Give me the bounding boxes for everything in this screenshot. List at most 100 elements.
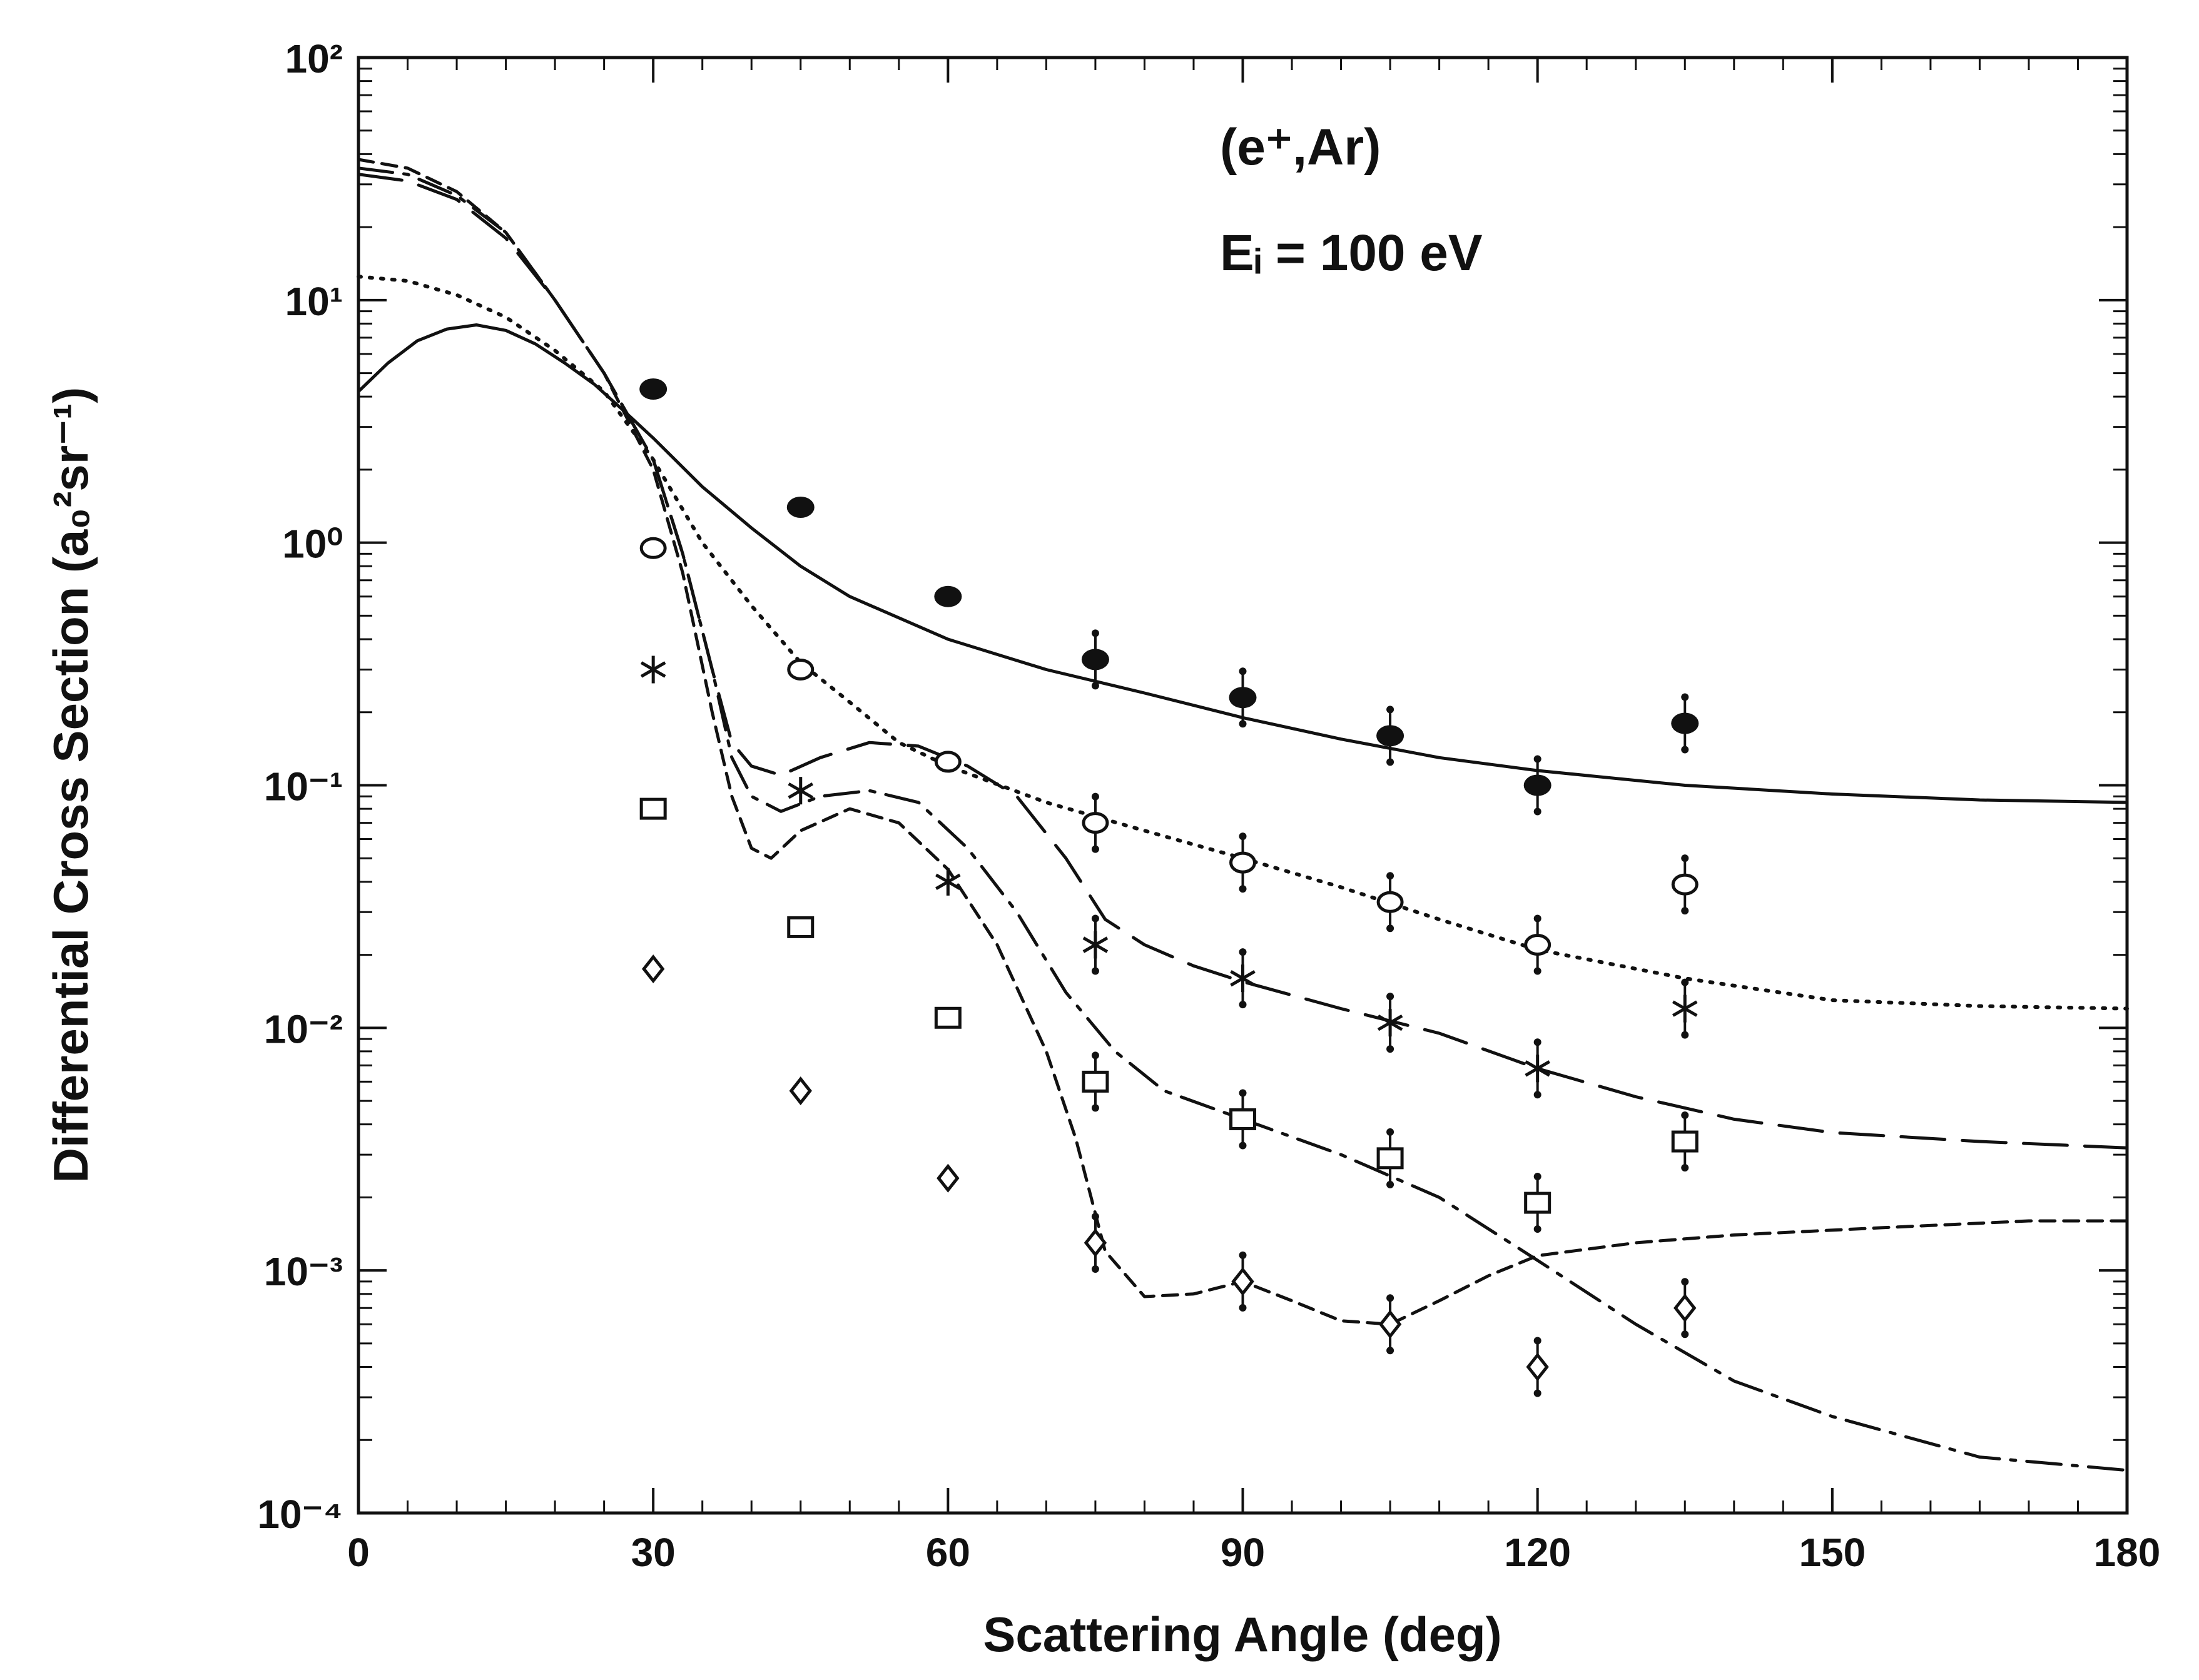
open-diamond-symbol <box>1378 1310 1402 1339</box>
annotation-target: (e⁺,Ar) <box>1220 119 1381 176</box>
asterisk-stroke <box>788 782 814 799</box>
marker-filled-circle <box>934 585 962 607</box>
filled-circle-symbol <box>1229 687 1257 709</box>
x-tick-label: 60 <box>926 1530 970 1575</box>
asterisk-stroke <box>1082 936 1109 953</box>
error-bar-cap <box>1091 845 1099 853</box>
markers-layer <box>639 378 1699 1397</box>
curve-dotted <box>357 275 2129 1011</box>
error-bar-cap <box>1239 1089 1247 1097</box>
error-bar-cap <box>1681 1278 1689 1286</box>
error-bar-cap <box>1091 792 1099 801</box>
y-tick-label: 10¹ <box>285 279 343 324</box>
marker-open-diamond <box>937 1163 960 1193</box>
error-bar-cap <box>1533 1091 1541 1099</box>
marker-asterisk <box>640 655 666 684</box>
open-circle-symbol <box>1229 851 1256 874</box>
error-bar-cap <box>1533 807 1541 816</box>
marker-open-diamond <box>1673 1278 1697 1338</box>
error-bar-cap <box>1681 1031 1689 1039</box>
filled-circle-symbol <box>1523 774 1551 796</box>
error-bar-cap <box>1091 1051 1099 1060</box>
marker-open-square <box>934 1006 962 1029</box>
asterisk-stroke <box>1377 1014 1403 1031</box>
marker-open-diamond <box>641 954 665 984</box>
asterisk-stroke <box>1230 970 1256 987</box>
marker-asterisk <box>1525 1038 1550 1099</box>
error-bar-cap <box>1386 706 1394 714</box>
open-diamond-symbol <box>641 954 665 984</box>
curve-solid <box>357 323 2129 804</box>
x-tick-label: 180 <box>2094 1530 2161 1575</box>
error-bar-cap <box>1091 682 1099 690</box>
x-tick-label: 150 <box>1799 1530 1866 1575</box>
marker-open-circle <box>934 751 962 773</box>
open-diamond-symbol <box>1526 1352 1549 1382</box>
error-bar-cap <box>1091 914 1099 923</box>
x-axis-title: Scattering Angle (deg) <box>983 1607 1501 1662</box>
marker-open-circle <box>1376 872 1404 933</box>
curve-dash-dot <box>357 166 2129 1472</box>
y-tick-label: 10⁻² <box>264 1006 343 1051</box>
open-square-symbol <box>639 797 667 820</box>
marker-open-square <box>639 797 667 820</box>
error-bar-cap <box>1239 720 1247 728</box>
asterisk-stroke <box>935 873 961 890</box>
open-diamond-symbol <box>937 1163 960 1193</box>
open-diamond-symbol <box>1231 1267 1254 1296</box>
error-bar-cap <box>1386 1128 1394 1136</box>
marker-open-diamond <box>1378 1294 1402 1355</box>
curve-short-dash <box>357 158 2129 1326</box>
error-bar-cap <box>1239 1303 1247 1312</box>
error-bar-cap <box>1239 1001 1247 1009</box>
error-bar-cap <box>1239 948 1247 956</box>
open-circle-symbol <box>934 751 962 773</box>
error-bar-cap <box>1386 1294 1394 1302</box>
filled-circle-symbol <box>1671 712 1699 734</box>
marker-open-square <box>1524 1173 1551 1233</box>
marker-filled-circle <box>1523 755 1551 816</box>
error-bar-cap <box>1091 967 1099 975</box>
error-bar-cap <box>1091 1265 1099 1273</box>
y-tick-label: 10² <box>285 36 343 81</box>
error-bar-cap <box>1386 1180 1394 1188</box>
marker-open-circle <box>1671 854 1699 915</box>
error-bar-cap <box>1681 907 1689 915</box>
error-bar-cap <box>1091 1212 1099 1220</box>
marker-asterisk <box>1377 993 1403 1053</box>
filled-circle-symbol <box>1081 649 1109 670</box>
error-bar-cap <box>1533 1225 1541 1233</box>
marker-open-square <box>1671 1111 1699 1172</box>
asterisk-stroke <box>1525 1060 1550 1077</box>
marker-open-diamond <box>1084 1212 1107 1273</box>
marker-open-circle <box>1524 914 1551 975</box>
open-circle-symbol <box>787 658 815 681</box>
error-bar-cap <box>1533 1038 1541 1046</box>
error-bar-cap <box>1533 755 1541 763</box>
marker-asterisk <box>1672 978 1698 1039</box>
error-bar-cap <box>1239 1251 1247 1259</box>
error-bar-cap <box>1239 1141 1247 1150</box>
filled-circle-symbol <box>786 496 815 518</box>
error-bar-cap <box>1239 832 1247 841</box>
x-tick-label: 0 <box>347 1530 370 1575</box>
y-tick-label: 10⁰ <box>282 522 343 567</box>
marker-asterisk <box>935 868 961 896</box>
y-tick-label: 10⁻³ <box>264 1249 343 1294</box>
error-bar-cap <box>1386 758 1394 766</box>
filled-circle-symbol <box>639 378 668 400</box>
filled-circle-symbol <box>1376 725 1404 747</box>
marker-open-diamond <box>1231 1251 1254 1312</box>
open-square-symbol <box>1376 1147 1404 1170</box>
error-bar-cap <box>1681 746 1689 754</box>
error-bar-cap <box>1681 978 1689 986</box>
error-bar-cap <box>1533 1337 1541 1345</box>
marker-asterisk <box>1082 914 1109 975</box>
marker-asterisk <box>1230 948 1256 1009</box>
asterisk-stroke <box>640 661 666 678</box>
error-bar-cap <box>1386 1347 1394 1355</box>
marker-filled-circle <box>1376 706 1404 766</box>
error-bar-cap <box>1239 667 1247 676</box>
y-tick-label: 10⁻¹ <box>264 764 343 809</box>
